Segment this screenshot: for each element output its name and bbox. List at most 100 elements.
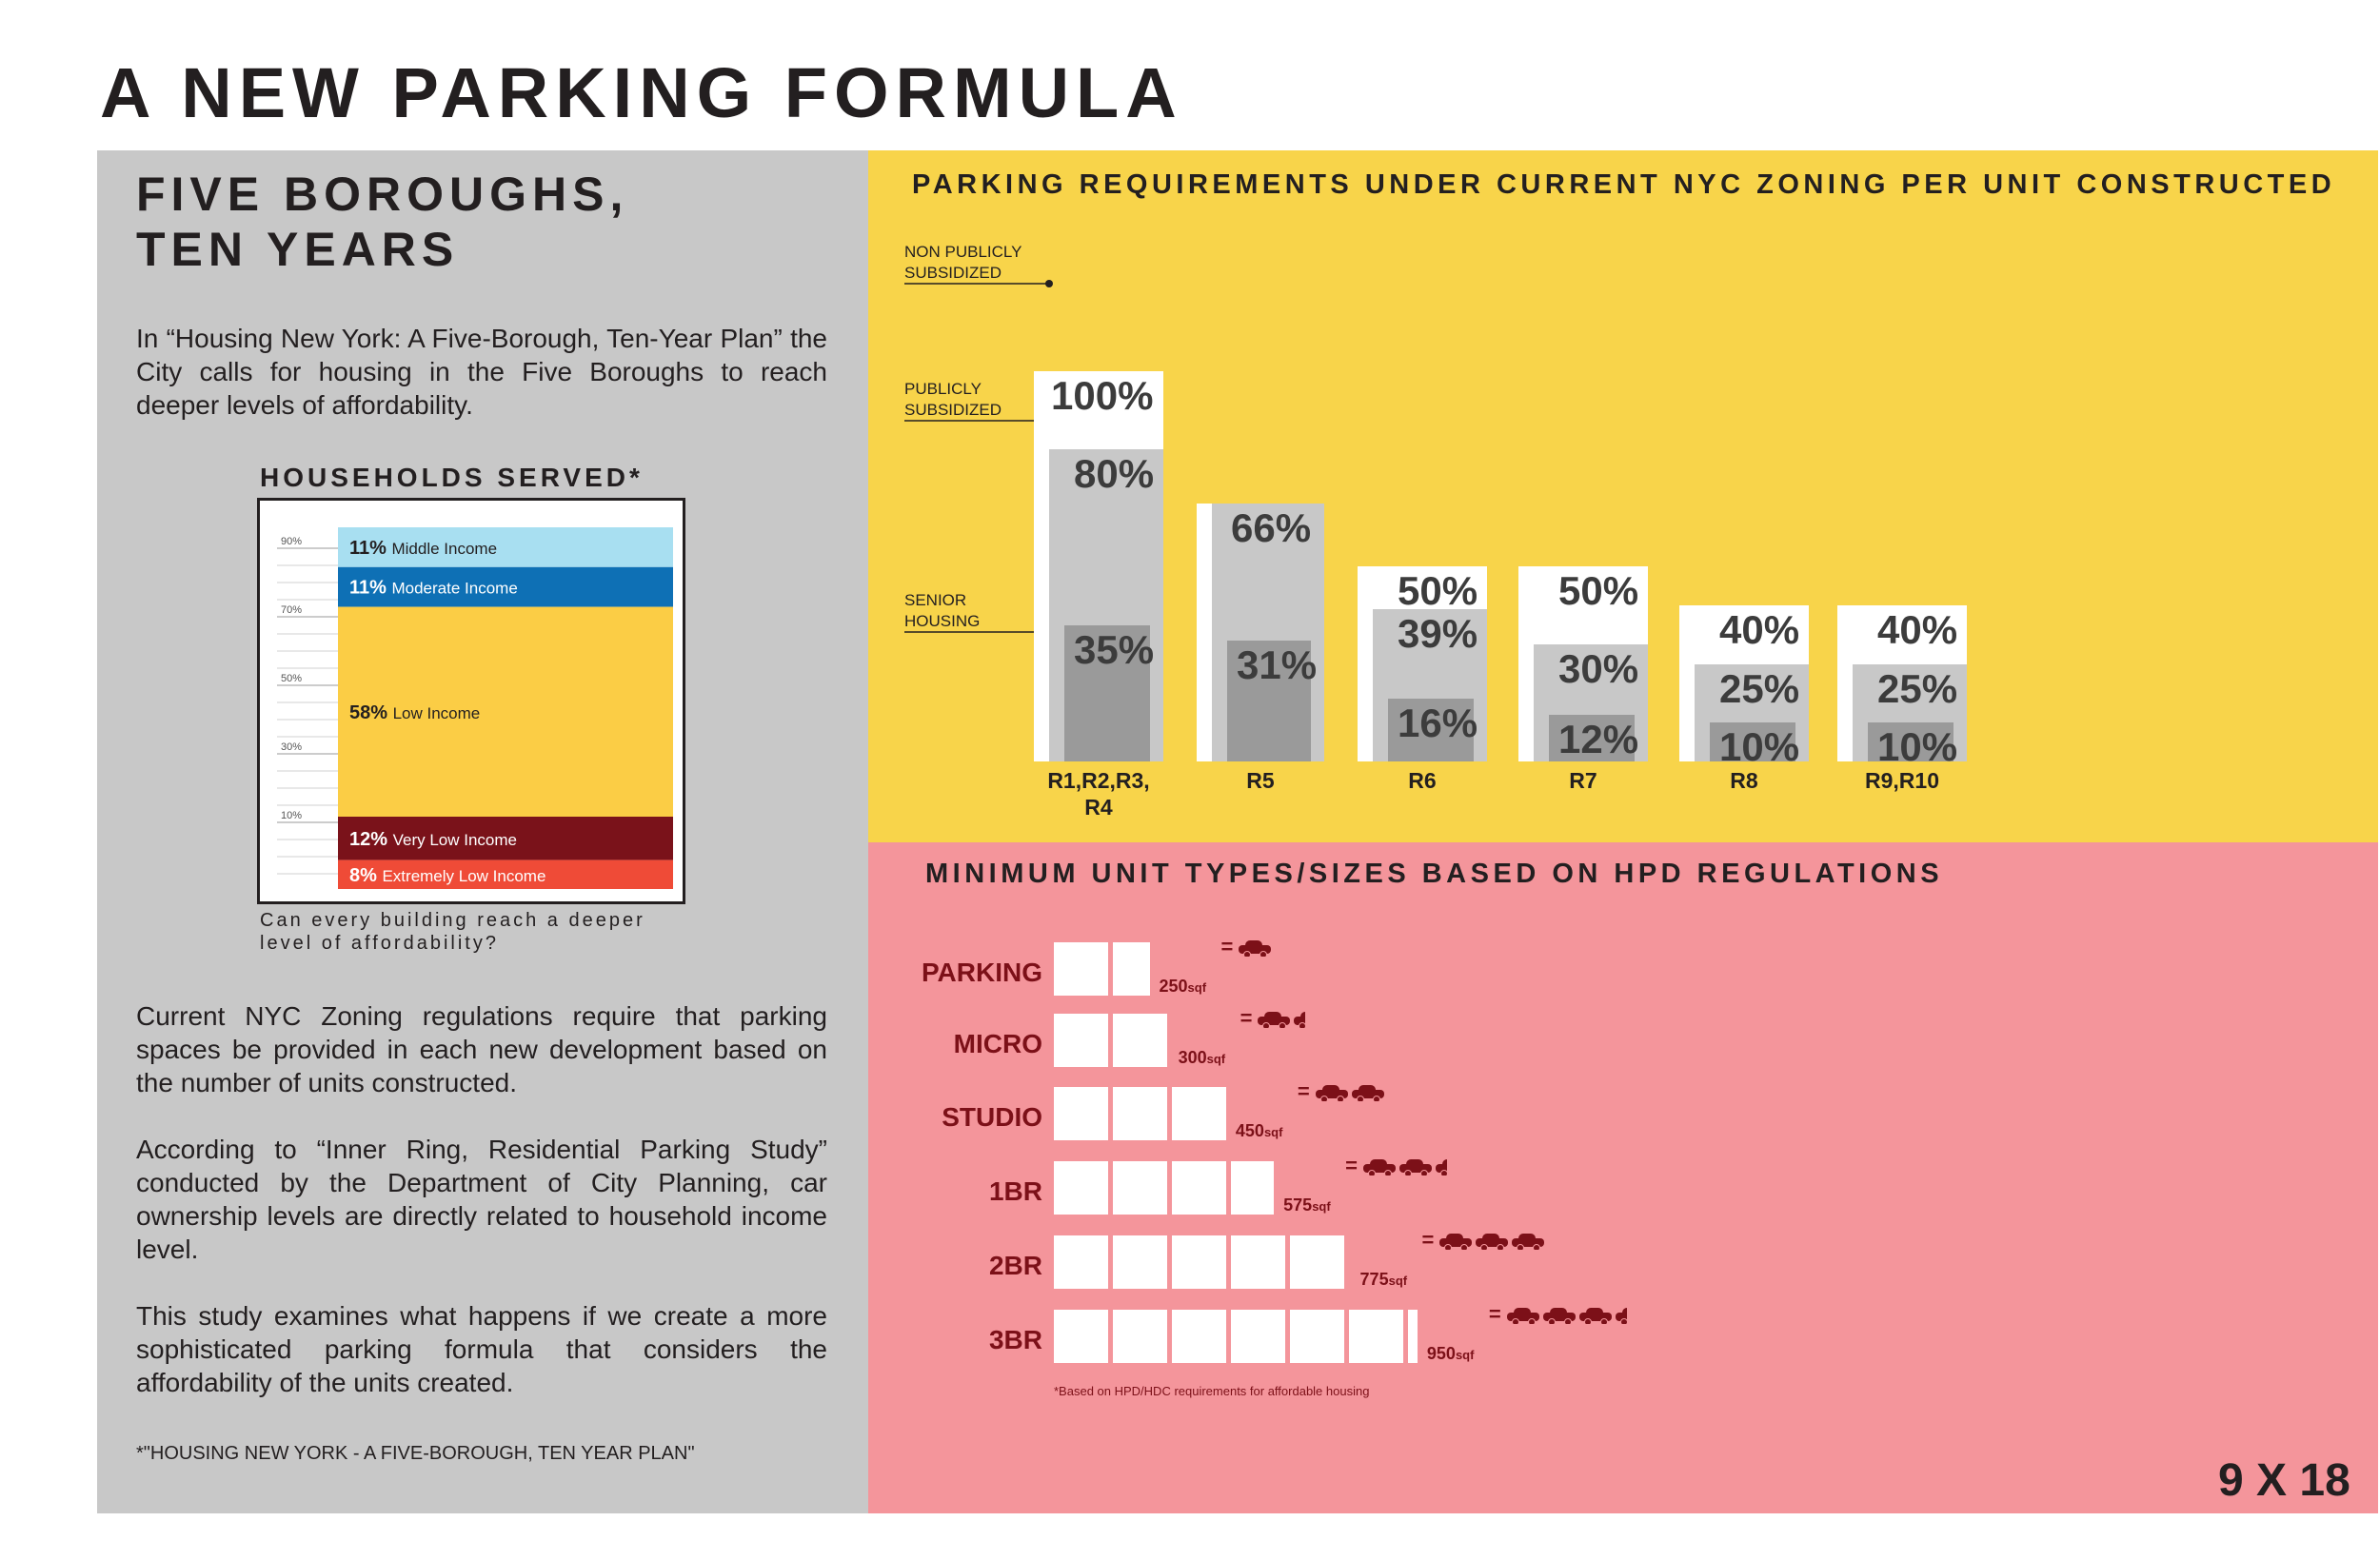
- unit-cell-0-0: [1054, 942, 1108, 996]
- unit-cell-5-1: [1113, 1310, 1167, 1363]
- zoning-paragraph: Current NYC Zoning regulations require t…: [136, 1001, 827, 1097]
- unit-footnote: *Based on HPD/HDC requirements for affor…: [1054, 1384, 1370, 1398]
- car-icon: [1239, 939, 1272, 958]
- left-heading: FIVE BOROUGHS, TEN YEARS: [136, 167, 628, 277]
- bar-0-2: [1064, 624, 1150, 761]
- source-footnote: *"HOUSING NEW YORK - A FIVE-BOROUGH, TEN…: [136, 1443, 695, 1464]
- y-tick-label: 30%: [281, 741, 302, 753]
- car-icon: [1436, 1158, 1447, 1176]
- y-tick-label: 70%: [281, 604, 302, 616]
- segment-1: [338, 566, 673, 607]
- unit-cell-2-1: [1113, 1087, 1167, 1140]
- bar-label-5-1: 25%: [1877, 665, 1958, 711]
- unit-size-2: 450sqf: [1235, 1121, 1283, 1140]
- unit-chart: *Based on HPD/HDC requirements for affor…: [868, 842, 2378, 1513]
- unit-cell-0-1: [1113, 942, 1150, 996]
- car-count-4: =: [1422, 1228, 1545, 1253]
- bar-2-2: [1388, 699, 1474, 761]
- y-tick-label: 10%: [281, 810, 302, 821]
- parking-chart: NON PUBLICLY SUBSIDIZED PUBLICLY SUBSIDI…: [868, 150, 2378, 842]
- study-paragraph: According to “Inner Ring, Residential Pa…: [136, 1135, 827, 1264]
- bar-label-5-0: 40%: [1877, 607, 1958, 652]
- car-icon: [1315, 1084, 1348, 1102]
- left-heading-line-1: FIVE BOROUGHS,: [136, 168, 629, 221]
- y-tick-label: 90%: [281, 536, 302, 547]
- households-chart-svg: 90% 70% 50% 30% 10% 11% Middle Income 11% Mode…: [277, 527, 673, 889]
- car-icon: [1512, 1233, 1545, 1251]
- unit-cell-3-0: [1054, 1161, 1108, 1215]
- unit-cell-1-0: [1054, 1014, 1108, 1067]
- unit-cell-2-2: [1172, 1087, 1226, 1140]
- segment-4: [338, 859, 673, 889]
- car-icon: [1363, 1158, 1396, 1176]
- unit-cell-5-2: [1172, 1310, 1226, 1363]
- bar-label-2-1: 39%: [1398, 611, 1478, 657]
- zone-label-5: R9,R10: [1865, 768, 1939, 793]
- left-heading-line-2: TEN YEARS: [136, 223, 460, 276]
- car-count-5: =: [1489, 1302, 1627, 1327]
- bar-label-3-2: 12%: [1558, 716, 1639, 761]
- unit-label-1: MICRO: [953, 1029, 1042, 1058]
- unit-cell-4-1: [1113, 1235, 1167, 1289]
- segment-label-3: 12% Very Low Income: [349, 829, 517, 850]
- segment-label-1: 11% Moderate Income: [349, 578, 518, 599]
- segment-2: [338, 606, 673, 817]
- callout-public: PUBLICLY SUBSIDIZED: [904, 380, 1002, 419]
- bar-1-2: [1227, 640, 1311, 761]
- car-count-2: =: [1298, 1079, 1384, 1104]
- unit-cell-5-3: [1231, 1310, 1285, 1363]
- car-icon: [1615, 1307, 1627, 1325]
- unit-label-5: 3BR: [988, 1325, 1042, 1354]
- zone-label-2: R6: [1408, 768, 1437, 793]
- bar-label-3-0: 50%: [1558, 568, 1639, 613]
- unit-cell-4-0: [1054, 1235, 1108, 1289]
- car-count-3: =: [1345, 1154, 1447, 1178]
- zone-label-4: R8: [1730, 768, 1758, 793]
- segment-label-2: 58% Low Income: [349, 702, 480, 723]
- bar-5-2: [1868, 722, 1954, 761]
- bar-label-0-0: 100%: [1051, 373, 1154, 418]
- bar-label-4-2: 10%: [1719, 724, 1800, 769]
- bar-label-0-1: 80%: [1074, 451, 1155, 496]
- zone-label-1: R5: [1246, 768, 1275, 793]
- unit-title: MINIMUM UNIT TYPES/SIZES BASED ON HPD RE…: [925, 859, 1944, 889]
- car-icon: [1399, 1158, 1432, 1176]
- unit-size-3: 575sqf: [1283, 1195, 1331, 1215]
- car-icon: [1578, 1307, 1612, 1325]
- car-count-0: =: [1221, 935, 1272, 959]
- car-icon: [1258, 1011, 1291, 1029]
- bar-label-1-2: 31%: [1237, 642, 1318, 687]
- unit-cell-4-4: [1290, 1235, 1344, 1289]
- examine-paragraph: This study examines what happens if we c…: [136, 1301, 827, 1397]
- intro-paragraph: In “Housing New York: A Five-Borough, Te…: [136, 324, 827, 420]
- bar-label-1-1: 66%: [1231, 505, 1312, 551]
- unit-label-4: 2BR: [988, 1251, 1042, 1280]
- parking-title: PARKING REQUIREMENTS UNDER CURRENT NYC Z…: [912, 169, 2336, 200]
- segment-label-0: 11% Middle Income: [349, 538, 497, 559]
- bar-label-4-1: 25%: [1719, 665, 1800, 711]
- bar-label-3-1: 30%: [1558, 646, 1639, 691]
- bar-label-5-2: 10%: [1877, 724, 1958, 769]
- unit-size-5: 950sqf: [1426, 1344, 1475, 1363]
- zone-label-0: R1,R2,R3, R4: [1047, 768, 1150, 820]
- unit-label-2: STUDIO: [942, 1102, 1042, 1132]
- car-icon: [1294, 1011, 1306, 1029]
- unit-size-1: 300sqf: [1178, 1048, 1226, 1067]
- segment-label-4: 8% Extremely Low Income: [349, 865, 545, 886]
- callout-non-public: NON PUBLICLY SUBSIDIZED: [904, 243, 1022, 282]
- unit-cell-1-1: [1113, 1014, 1167, 1067]
- unit-label-0: PARKING: [921, 958, 1042, 987]
- unit-size-0: 250sqf: [1159, 977, 1207, 996]
- car-icon: [1506, 1307, 1539, 1325]
- unit-cell-3-3: [1231, 1161, 1275, 1215]
- bar-label-4-0: 40%: [1719, 607, 1800, 652]
- households-caption: Can every building reach a deeper level …: [260, 910, 645, 954]
- stall-size-badge: 9 X 18: [2218, 1455, 2350, 1506]
- segment-3: [338, 817, 673, 860]
- unit-cell-5-6: [1408, 1310, 1418, 1363]
- car-icon: [1351, 1084, 1384, 1102]
- unit-size-4: 775sqf: [1359, 1270, 1408, 1289]
- unit-cell-5-4: [1290, 1310, 1344, 1363]
- bar-4-2: [1710, 722, 1795, 761]
- car-icon: [1542, 1307, 1576, 1325]
